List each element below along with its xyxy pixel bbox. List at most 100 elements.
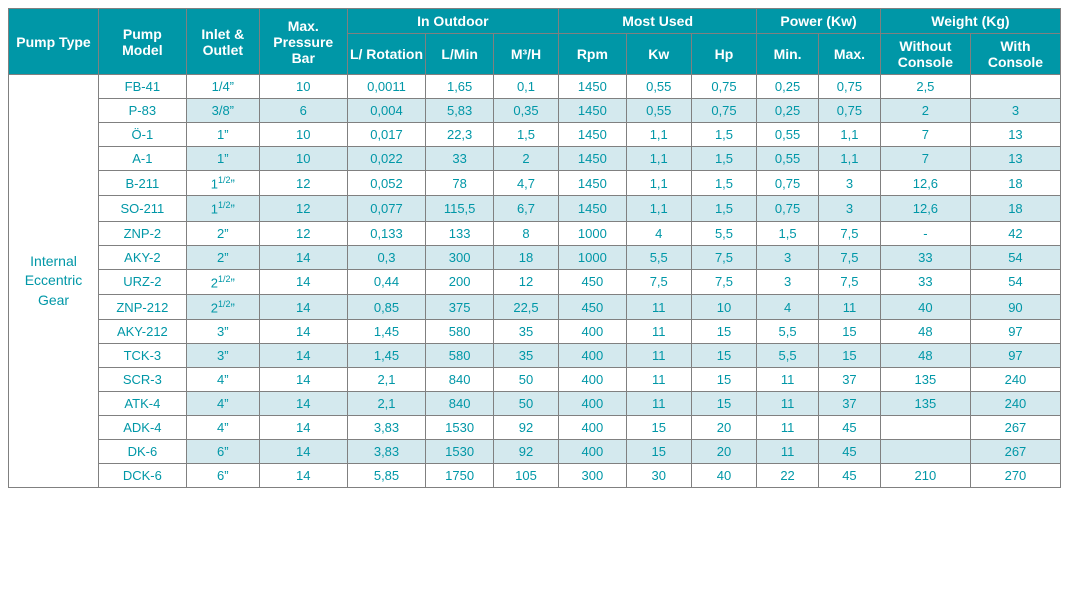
cell-kw: 1,1 xyxy=(626,171,691,196)
cell-pmin: 1,5 xyxy=(757,221,819,245)
cell-bar: 14 xyxy=(259,392,347,416)
table-row: B-21111/2”120,052784,714501,11,50,75312,… xyxy=(9,171,1061,196)
cell-woc: 33 xyxy=(880,269,970,294)
cell-woc: 135 xyxy=(880,368,970,392)
cell-m3h: 18 xyxy=(493,245,558,269)
cell-bar: 6 xyxy=(259,99,347,123)
cell-kw: 7,5 xyxy=(626,269,691,294)
cell-rpm: 1450 xyxy=(559,196,627,221)
col-group-power: Power (Kw) xyxy=(757,9,881,34)
cell-m3h: 4,7 xyxy=(493,171,558,196)
cell-pmax: 0,75 xyxy=(819,75,881,99)
cell-lrot: 3,83 xyxy=(347,440,426,464)
col-inlet-outlet: Inlet & Outlet xyxy=(186,9,259,75)
cell-pmin: 5,5 xyxy=(757,344,819,368)
cell-pmin: 5,5 xyxy=(757,320,819,344)
cell-lrot: 0,0011 xyxy=(347,75,426,99)
cell-pmax: 11 xyxy=(819,294,881,319)
table-body: InternalEccentricGearFB-411/4”100,00111,… xyxy=(9,75,1061,488)
cell-woc: 135 xyxy=(880,392,970,416)
cell-model: ADK-4 xyxy=(99,416,187,440)
cell-woc: 40 xyxy=(880,294,970,319)
cell-pmin: 4 xyxy=(757,294,819,319)
cell-model: B-211 xyxy=(99,171,187,196)
table-row: URZ-221/2”140,44200124507,57,537,53354 xyxy=(9,269,1061,294)
cell-bar: 12 xyxy=(259,171,347,196)
cell-rpm: 300 xyxy=(559,464,627,488)
cell-lmin: 1530 xyxy=(426,440,494,464)
cell-lmin: 115,5 xyxy=(426,196,494,221)
cell-bar: 12 xyxy=(259,196,347,221)
col-pump-model: Pump Model xyxy=(99,9,187,75)
cell-lrot: 0,004 xyxy=(347,99,426,123)
cell-model: URZ-2 xyxy=(99,269,187,294)
cell-hp: 5,5 xyxy=(691,221,756,245)
cell-bar: 14 xyxy=(259,464,347,488)
cell-hp: 0,75 xyxy=(691,99,756,123)
cell-bar: 14 xyxy=(259,416,347,440)
cell-model: AKY-2 xyxy=(99,245,187,269)
cell-io: 1/4” xyxy=(186,75,259,99)
cell-lmin: 78 xyxy=(426,171,494,196)
cell-bar: 10 xyxy=(259,147,347,171)
table-row: AKY-2123”141,455803540011155,5154897 xyxy=(9,320,1061,344)
cell-woc: 48 xyxy=(880,320,970,344)
cell-lrot: 5,85 xyxy=(347,464,426,488)
cell-m3h: 50 xyxy=(493,368,558,392)
cell-lmin: 33 xyxy=(426,147,494,171)
cell-pmax: 7,5 xyxy=(819,245,881,269)
cell-rpm: 400 xyxy=(559,320,627,344)
cell-io: 4” xyxy=(186,416,259,440)
cell-hp: 7,5 xyxy=(691,269,756,294)
cell-io: 6” xyxy=(186,464,259,488)
col-l-rotation: L/ Rotation xyxy=(347,34,426,75)
cell-io: 4” xyxy=(186,368,259,392)
cell-lmin: 580 xyxy=(426,344,494,368)
cell-m3h: 0,1 xyxy=(493,75,558,99)
cell-hp: 15 xyxy=(691,320,756,344)
cell-lmin: 840 xyxy=(426,392,494,416)
cell-woc: 2 xyxy=(880,99,970,123)
cell-hp: 15 xyxy=(691,368,756,392)
cell-hp: 7,5 xyxy=(691,245,756,269)
table-row: AKY-22”140,33001810005,57,537,53354 xyxy=(9,245,1061,269)
cell-woc: 48 xyxy=(880,344,970,368)
cell-m3h: 8 xyxy=(493,221,558,245)
cell-woc: 33 xyxy=(880,245,970,269)
cell-woc xyxy=(880,440,970,464)
cell-io: 2” xyxy=(186,245,259,269)
cell-wc: 240 xyxy=(970,392,1060,416)
cell-m3h: 12 xyxy=(493,269,558,294)
cell-kw: 0,55 xyxy=(626,75,691,99)
cell-model: SO-211 xyxy=(99,196,187,221)
col-l-min: L/Min xyxy=(426,34,494,75)
cell-pmin: 11 xyxy=(757,440,819,464)
cell-lmin: 133 xyxy=(426,221,494,245)
cell-wc: 18 xyxy=(970,196,1060,221)
cell-wc: 267 xyxy=(970,416,1060,440)
cell-kw: 1,1 xyxy=(626,147,691,171)
col-group-in-outdoor: In Outdoor xyxy=(347,9,559,34)
cell-bar: 14 xyxy=(259,344,347,368)
cell-pmax: 1,1 xyxy=(819,123,881,147)
cell-rpm: 400 xyxy=(559,368,627,392)
pump-spec-table: Pump Type Pump Model Inlet & Outlet Max.… xyxy=(8,8,1061,488)
cell-kw: 11 xyxy=(626,368,691,392)
cell-pmax: 15 xyxy=(819,344,881,368)
cell-m3h: 1,5 xyxy=(493,123,558,147)
cell-hp: 40 xyxy=(691,464,756,488)
cell-kw: 11 xyxy=(626,320,691,344)
cell-pmax: 45 xyxy=(819,440,881,464)
cell-lrot: 0,133 xyxy=(347,221,426,245)
cell-wc: 90 xyxy=(970,294,1060,319)
cell-kw: 1,1 xyxy=(626,123,691,147)
cell-rpm: 400 xyxy=(559,392,627,416)
cell-woc: 7 xyxy=(880,147,970,171)
cell-lmin: 300 xyxy=(426,245,494,269)
cell-lrot: 0,022 xyxy=(347,147,426,171)
cell-pmin: 0,25 xyxy=(757,99,819,123)
cell-woc: 2,5 xyxy=(880,75,970,99)
cell-pmin: 0,75 xyxy=(757,171,819,196)
cell-lmin: 1530 xyxy=(426,416,494,440)
table-row: ZNP-21221/2”140,8537522,545011104114090 xyxy=(9,294,1061,319)
